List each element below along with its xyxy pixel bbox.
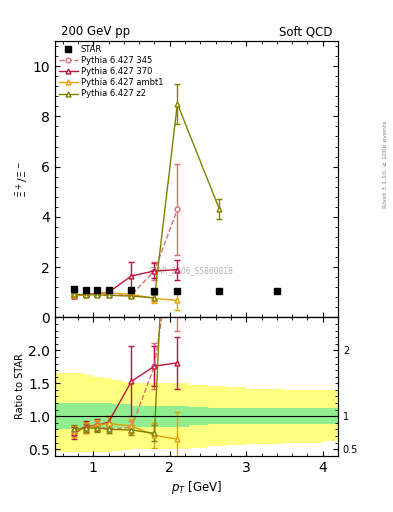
Y-axis label: Ratio to STAR: Ratio to STAR — [15, 354, 26, 419]
Text: Rivet 3.1.10, ≥ 100k events: Rivet 3.1.10, ≥ 100k events — [383, 120, 388, 208]
Text: STAR_2006_S5860818: STAR_2006_S5860818 — [149, 266, 233, 275]
Legend: STAR, Pythia 6.427 345, Pythia 6.427 370, Pythia 6.427 ambt1, Pythia 6.427 z2: STAR, Pythia 6.427 345, Pythia 6.427 370… — [57, 42, 166, 101]
Text: Soft QCD: Soft QCD — [279, 25, 332, 38]
Y-axis label: $\bar{\Xi}^+/\Xi^-$: $\bar{\Xi}^+/\Xi^-$ — [15, 161, 30, 198]
X-axis label: $p_T$ [GeV]: $p_T$ [GeV] — [171, 479, 222, 496]
Text: 200 GeV pp: 200 GeV pp — [61, 25, 130, 38]
